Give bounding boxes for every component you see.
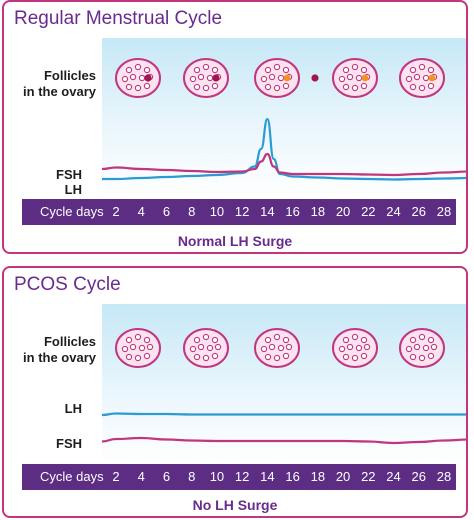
follicles-label: Follicles in the ovary [6, 68, 96, 100]
cycle-day-tick: 12 [234, 204, 250, 219]
cycle-day-tick: 24 [386, 469, 401, 484]
cycle-day-tick: 14 [260, 469, 275, 484]
regular-cycle-chart [101, 58, 466, 181]
follicles-label: Follicles in the ovary [6, 334, 96, 366]
pcos-cycle-panel: PCOS Cycle Follicles in the ovary LH FSH… [2, 266, 468, 518]
follicle-icon [183, 58, 229, 98]
cycle-day-tick: 16 [285, 204, 300, 219]
cycle-day-tick: 2 [112, 204, 120, 219]
follicle-icon [254, 328, 300, 368]
cycle-day-tick: 8 [188, 204, 196, 219]
follicles-label-line-1: Follicles [43, 68, 96, 83]
released-egg [311, 74, 319, 82]
cycle-day-tick: 18 [310, 469, 326, 484]
follicle-icon [332, 328, 378, 368]
lh-label: LH [64, 401, 82, 416]
cycle-day-tick: 22 [361, 469, 376, 484]
lh-line [101, 117, 466, 181]
cycle-day-tick: 22 [361, 204, 376, 219]
follicles-label-line-1: Follicles [43, 334, 96, 349]
cycle-day-tick: 24 [386, 204, 401, 219]
cycle-days-axis: Cycle days 2 4 6 8 10 12 14 16 18 20 22 24 26 28 [22, 464, 456, 490]
cycle-day-tick: 28 [436, 204, 452, 219]
cycle-day-tick: 26 [411, 469, 426, 484]
cycle-day-tick: 6 [162, 469, 171, 484]
cycle-day-tick: 6 [162, 204, 171, 219]
cycle-day-tick: 20 [335, 204, 351, 219]
cycle-day-tick: 4 [137, 469, 145, 484]
cycle-day-tick: 10 [209, 204, 225, 219]
cycle-days-axis: Cycle days 2 4 6 8 10 12 14 16 18 20 22 24 26 28 [22, 199, 456, 225]
chart-caption: No LH Surge [192, 497, 278, 513]
cycle-day-tick: 16 [285, 469, 300, 484]
axis-title: Cycle days [40, 469, 104, 484]
follicle-icon [399, 328, 445, 368]
cycle-day-tick: 4 [137, 204, 145, 219]
follicle-icon [254, 58, 300, 98]
cycle-day-tick: 12 [234, 469, 250, 484]
cycle-day-tick: 10 [209, 469, 225, 484]
cycle-day-tick: 26 [411, 204, 426, 219]
fsh-label: FSH [56, 167, 82, 182]
cycle-day-tick: 28 [436, 469, 452, 484]
follicle-icon [183, 328, 229, 368]
regular-cycle-panel: Regular Menstrual Cycle Follicles in the… [2, 0, 468, 254]
follicle-icon [115, 58, 161, 98]
cycle-day-tick: 8 [188, 469, 196, 484]
fsh-line [101, 152, 466, 177]
cycle-day-tick: 14 [260, 204, 275, 219]
follicle-icon [115, 328, 161, 368]
fsh-line [101, 436, 466, 445]
follicle-icon [399, 58, 445, 98]
panel-title: Regular Menstrual Cycle [14, 8, 223, 29]
cycle-day-tick: 2 [112, 469, 120, 484]
follicles-label-line-2: in the ovary [23, 350, 96, 365]
lh-label: LH [64, 182, 82, 197]
cycle-day-tick: 20 [335, 469, 351, 484]
chart-caption: Normal LH Surge [177, 233, 293, 249]
lh-line [101, 412, 466, 417]
pcos-cycle-chart [101, 328, 466, 445]
fsh-label: FSH [56, 436, 82, 451]
axis-title: Cycle days [40, 204, 104, 219]
panel-title: PCOS Cycle [14, 274, 121, 295]
cycle-day-tick: 18 [310, 204, 326, 219]
follicle-icon [332, 58, 378, 98]
follicles-label-line-2: in the ovary [23, 84, 96, 99]
